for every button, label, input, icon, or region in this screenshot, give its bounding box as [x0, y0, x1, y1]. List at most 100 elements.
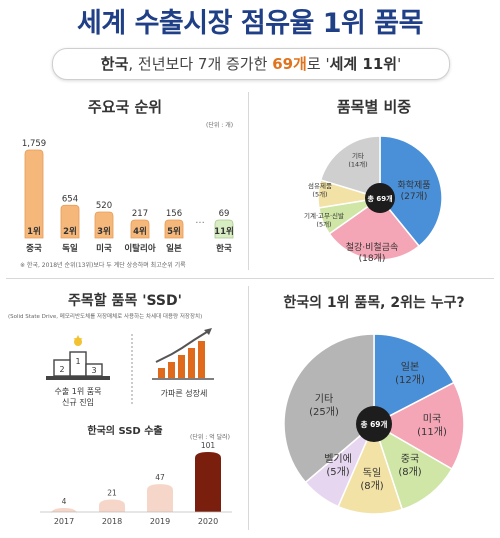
rank-position-label-3: 4위	[133, 226, 147, 237]
pie1-label-count-2: (5개)	[316, 220, 331, 229]
ssd-icons: 2 1 3 수출 1위 품목 신규 진입 가파른 성장세	[46, 328, 214, 407]
vertical-divider-bottom	[248, 286, 249, 530]
podium-label-2: 신규 진입	[62, 397, 94, 407]
subtitle-text-2: 로 '	[306, 55, 330, 73]
pie2-svg-slice-1	[372, 381, 465, 471]
podium-icon: 2 1 3	[46, 335, 110, 380]
vertical-divider-top	[248, 92, 249, 270]
rank-category-label-0: 중국	[26, 244, 42, 254]
ssd-year-label-0: 2017	[54, 517, 74, 526]
ssd-chart-unit: (단위 : 억 달러)	[190, 434, 231, 441]
ssd-panel: 주목할 품목 'SSD' (Solid State Drive, 메모리반도체를…	[6, 284, 244, 534]
pie2-label-count-3: (8개)	[360, 480, 383, 492]
rank-category-label-5: 한국	[216, 243, 232, 254]
pie2-svg-slice-5	[283, 333, 375, 484]
pie2-svg-center-label: 총 69개	[361, 419, 388, 429]
rank-bar-4	[164, 219, 184, 239]
podium-number-2: 2	[59, 365, 64, 374]
ssd-description: (Solid State Drive, 메모리반도체를 저장매체로 사용하는 차…	[8, 314, 203, 320]
ssd-title: 주목할 품목 'SSD'	[68, 293, 182, 309]
rank-position-label-5: 11위	[214, 226, 234, 237]
pie2-svg-center	[356, 406, 392, 442]
rank-category-label-4: 일본	[166, 243, 182, 254]
rank-category-label-2: 미국	[96, 243, 112, 254]
ranking-note: ※ 한국, 2018년 순위(13위)보다 두 계단 상승하며 최고순위 기록	[20, 262, 186, 269]
pie2-label-name-2: 중국	[401, 453, 419, 465]
pie1-label-name-1: 철강·비철금속	[346, 242, 399, 253]
pie1-label-name-0: 화학제품	[397, 180, 430, 191]
pie1-label-count-3: (5개)	[312, 190, 327, 199]
rank-position-label-4: 5위	[167, 226, 181, 237]
pie2-label-name-3: 독일	[363, 467, 381, 479]
subtitle-rank: 세계 11위	[329, 55, 398, 73]
ssd-chart-title: 한국의 SSD 수출	[87, 426, 163, 437]
ssd-export-chart: 4 2017 21 2018 47 2019 101 2020	[40, 441, 232, 526]
pie1-label-name-3: 섬유제품	[308, 181, 332, 190]
rank-category-label-3: 이탈리아	[124, 243, 155, 254]
pie1-svg-center-label: 총 69개	[367, 194, 392, 203]
rank-value-label-3: 217	[132, 209, 148, 219]
ssd-year-label-2: 2019	[150, 517, 170, 526]
growth-label: 가파른 성장세	[161, 388, 208, 398]
rank-value-label-5: 69	[219, 209, 230, 219]
pie2-label-count-2: (8개)	[398, 466, 421, 478]
subtitle-count: 69개	[272, 55, 307, 73]
pie2-label-name-1: 미국	[423, 413, 441, 425]
rank-value-label-4: 156	[166, 209, 182, 219]
ranking-title: 주요국 순위	[87, 98, 163, 116]
ssd-bar-1	[99, 499, 125, 512]
pie2-svg-slice-2	[372, 422, 453, 511]
pie2-label-name-4: 벨기에	[324, 453, 352, 465]
rank-bar-5	[214, 219, 234, 239]
pie2-svg-slice-3	[337, 421, 404, 515]
subtitle-country: 한국	[100, 55, 129, 73]
subtitle-text-1: , 전년보다 7개 증가한	[128, 55, 273, 73]
rank-position-label-1: 2위	[63, 226, 77, 237]
pie2-label-count-0: (12개)	[395, 374, 425, 386]
pie1-svg-slice-1	[328, 196, 421, 261]
ssd-value-label-0: 4	[62, 497, 67, 506]
rank-bar-1	[60, 204, 80, 239]
second-place-panel: 한국의 1위 품목, 2위는 누구? 총 69개 일본 (12개) 미국 (11개) 중국…	[254, 284, 494, 534]
ranking-panel: 주요국 순위 (단위 : 개) 1,759 1위 중국 654 2위 독일 520 3위 미국 2…	[6, 86, 244, 274]
ssd-value-label-1: 21	[107, 489, 117, 498]
ssd-bar-2	[147, 484, 173, 512]
pie2-label-name-0: 일본	[401, 361, 419, 373]
podium-number-1: 1	[75, 357, 80, 366]
item-share-panel: 품목별 비중 총 69개 화학제품 (27개) 철강·비철금속 (18개) 기계·고무·신…	[254, 86, 494, 274]
pie1-svg-slice-4	[319, 135, 381, 200]
ssd-value-label-2: 47	[155, 473, 165, 482]
pie1-label-count-4: (14개)	[348, 160, 367, 169]
growth-chart-icon	[152, 328, 214, 380]
pie1-label-count-1: (18개)	[359, 253, 386, 264]
ssd-year-label-1: 2018	[102, 517, 122, 526]
pie1-svg-slice-0	[379, 135, 443, 248]
rank-position-label-2: 3위	[97, 226, 111, 237]
pie1-label-name-2: 기계·고무·신발	[304, 211, 344, 220]
rank-value-label-0: 1,759	[22, 139, 46, 149]
horizontal-divider	[6, 278, 494, 279]
pie2-label-count-1: (11개)	[417, 426, 447, 438]
pie1-label-count-0: (27개)	[401, 191, 428, 202]
ssd-year-label-3: 2020	[198, 517, 218, 526]
ssd-bar-0	[51, 508, 77, 514]
podium-label-1: 수출 1위 품목	[55, 386, 102, 396]
rank-position-label-0: 1위	[27, 226, 41, 237]
ssd-bar-3	[195, 452, 221, 512]
pie2-label-count-5: (25개)	[309, 406, 339, 418]
subtitle-text-3: '	[397, 55, 402, 73]
subtitle-banner: 한국, 전년보다 7개 증가한 69개로 '세계 11위'	[52, 48, 450, 80]
page-title: 세계 수출시장 점유율 1위 품목	[77, 8, 423, 39]
rank-ellipsis: ···	[195, 218, 205, 229]
pie2-label-count-4: (5개)	[326, 466, 349, 478]
second-place-pie: 총 69개일본(12개)미국(11개)중국(8개)독일(8개)벨기에(5개)기타…	[283, 333, 465, 515]
podium-number-3: 3	[91, 366, 96, 375]
item-share-pie: 총 69개화학제품(27개)철강·비철금속(18개)기계·고무·신발(5개)섬유…	[304, 135, 443, 264]
ssd-value-label-3: 101	[201, 441, 216, 450]
pie2-svg-slice-0	[373, 333, 455, 426]
second-place-title: 한국의 1위 품목, 2위는 누구?	[283, 295, 465, 311]
rank-bar-3	[130, 219, 150, 239]
rank-category-label-1: 독일	[62, 243, 78, 254]
item-share-title: 품목별 비중	[336, 98, 412, 116]
